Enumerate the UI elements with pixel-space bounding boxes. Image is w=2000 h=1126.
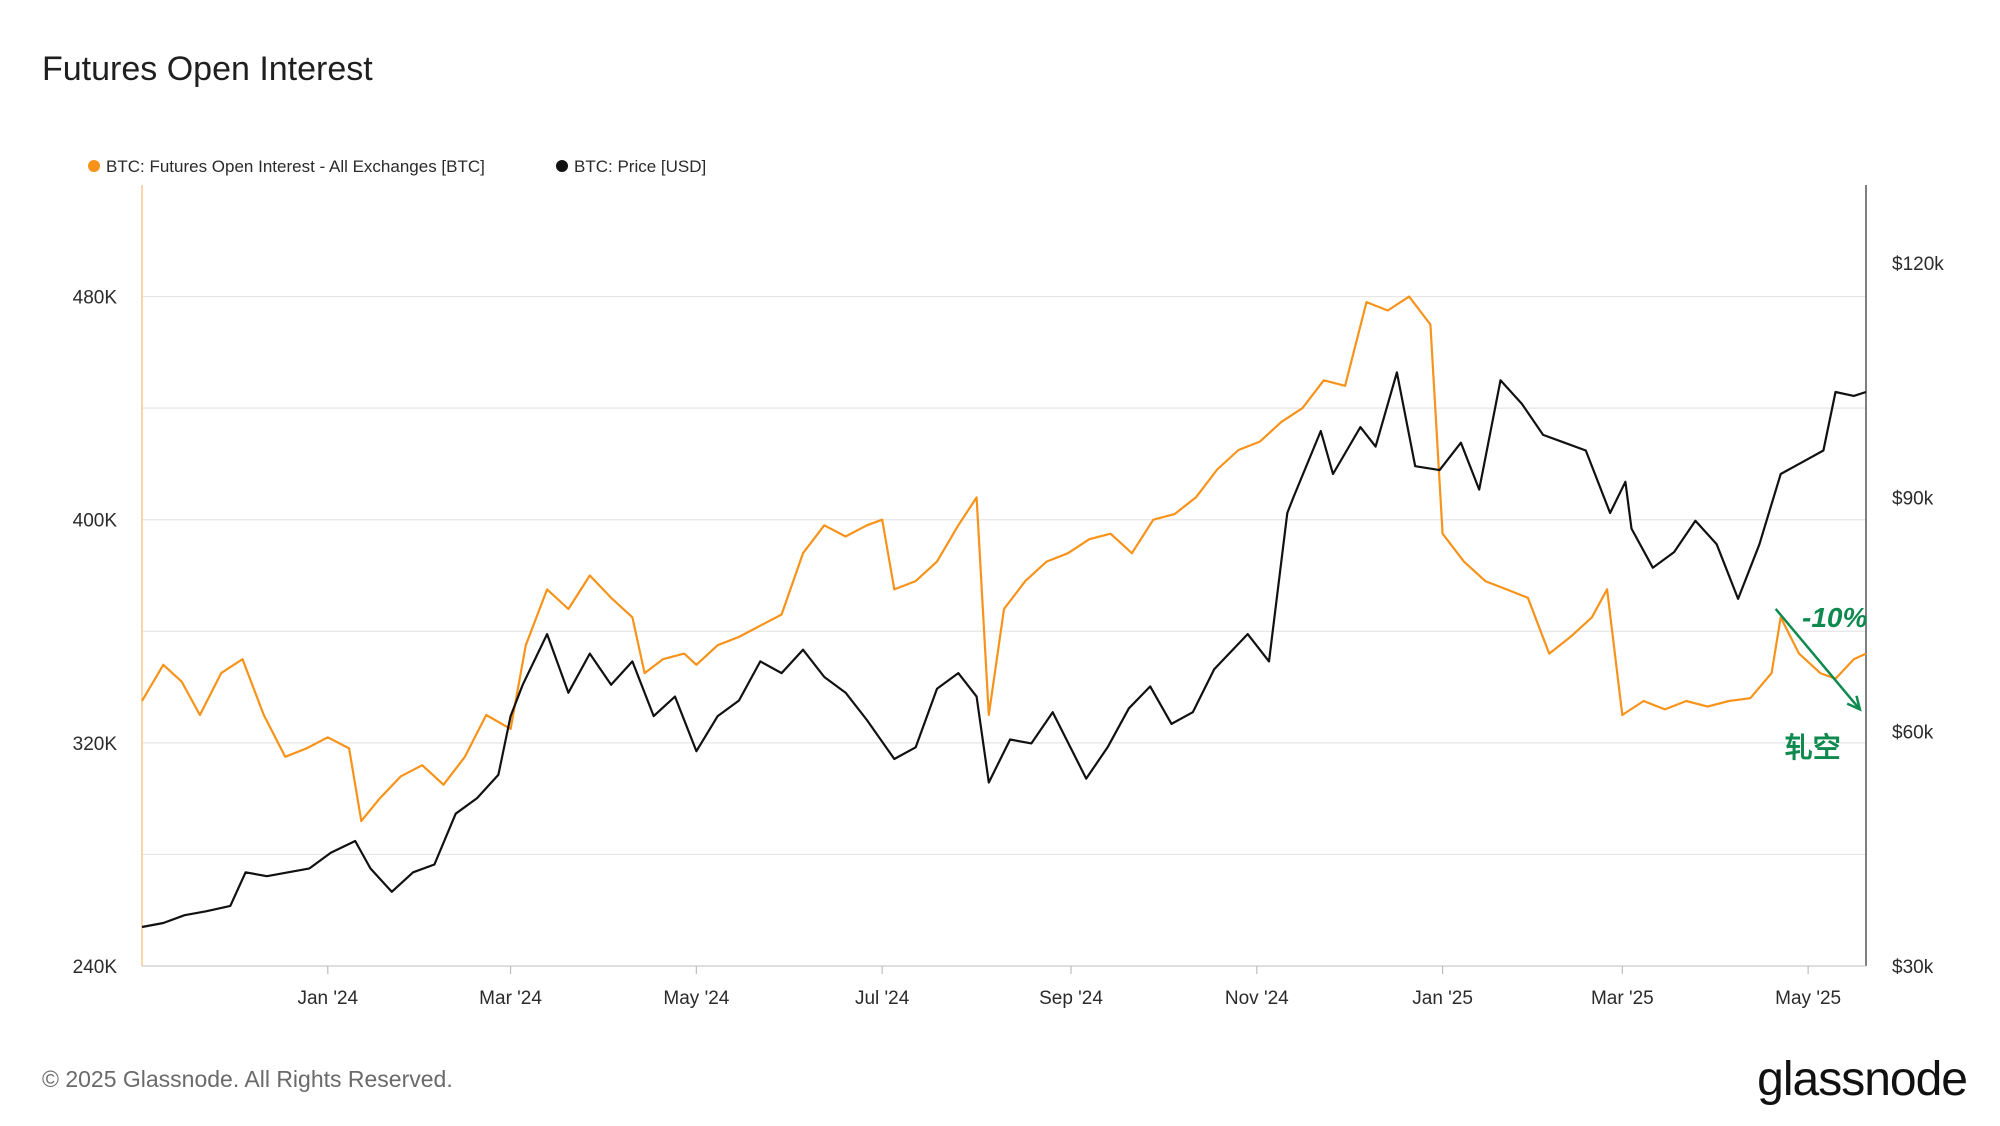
x-tick-label: Jul '24 [855, 988, 910, 1009]
y-left-tick-label: 400K [73, 511, 118, 532]
y-left-tick-label: 480K [73, 288, 118, 309]
annotations: -10% 轧空 [1774, 602, 1868, 764]
chart-title: Futures Open Interest [42, 50, 373, 88]
x-tick-label: Sep '24 [1039, 988, 1103, 1009]
y-right-tick-label: $90k [1892, 488, 1934, 509]
annotation-squeeze-label: 轧空 [1785, 731, 1841, 764]
annotation-change-label: -10% [1802, 602, 1867, 633]
y-right-tick-label: $120k [1892, 254, 1944, 275]
legend-label-open-interest: BTC: Futures Open Interest - All Exchang… [106, 157, 485, 176]
legend-dot-black-icon [556, 160, 568, 172]
x-tick-label: Nov '24 [1225, 988, 1289, 1009]
x-tick-label: Mar '25 [1591, 988, 1654, 1009]
legend-item-price[interactable]: BTC: Price [USD] [556, 157, 706, 177]
open-interest-series [141, 295, 1867, 823]
x-tick-label: Jan '24 [297, 988, 358, 1009]
y-left-tick-label: 240K [73, 957, 118, 978]
x-tick-label: May '24 [663, 988, 729, 1009]
y-right-tick-label: $30k [1892, 957, 1934, 978]
open-interest-line [141, 295, 1867, 823]
x-tick-label: May '25 [1775, 988, 1841, 1009]
annotation-arrowhead-icon [1846, 695, 1862, 712]
gridlines [142, 295, 1866, 967]
x-tick-label: Mar '24 [479, 988, 542, 1009]
x-tick-label: Jan '25 [1412, 988, 1473, 1009]
glassnode-logo[interactable]: glassnode [1757, 1053, 1968, 1106]
y-right-tick-label: $60k [1892, 723, 1934, 744]
tick-labels: Jan '24 Mar '24 May '24 Jul '24 Sep '24 Nov '… [73, 254, 1945, 1009]
price-line [141, 371, 1867, 929]
price-series [141, 371, 1867, 929]
annotation-arrow-line [1774, 608, 1861, 711]
legend-label-price: BTC: Price [USD] [574, 157, 707, 176]
legend-item-open-interest[interactable]: BTC: Futures Open Interest - All Exchang… [88, 157, 485, 177]
axes [141, 185, 1867, 974]
copyright-notice: © 2025 Glassnode. All Rights Reserved. [42, 1066, 453, 1092]
y-left-tick-label: 320K [73, 734, 118, 755]
legend-dot-orange-icon [88, 160, 100, 172]
